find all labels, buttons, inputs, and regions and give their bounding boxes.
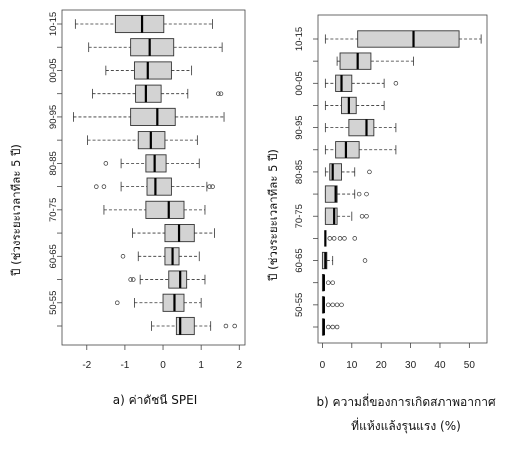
y-category-label: 50-55 [294, 293, 305, 317]
y-category-label: 80-85 [294, 160, 305, 184]
box-outlier [364, 191, 369, 197]
box-iqr [168, 270, 188, 289]
box-iqr [324, 185, 338, 203]
x-tick-label: -2 [82, 360, 91, 371]
panel-a-spei-boxplot: -2 -1 0 1 2 10-15 00-05 90-95 80-85 70-75 60-65 50-… [48, 9, 246, 371]
box-outlier [339, 302, 344, 308]
box-outlier [342, 236, 347, 241]
box-outlier [207, 184, 212, 189]
panel-b-caption-line1: b) ความถี่ของการเกิดสภาพอากาศ [316, 393, 496, 409]
plot-frame [61, 9, 246, 346]
y-category-label: 00-05 [294, 71, 305, 95]
box-outlier [115, 300, 120, 306]
box-outlier [367, 169, 372, 175]
box-outlier [334, 302, 340, 308]
box-iqr [130, 38, 175, 57]
box-iqr [339, 52, 372, 70]
box-iqr [329, 163, 342, 181]
box-outlier [356, 191, 362, 197]
x-tick-label: 0 [320, 360, 326, 371]
box-outlier [327, 236, 333, 241]
box-iqr [130, 107, 176, 126]
box-iqr [114, 14, 165, 34]
y-category-label: 70-75 [48, 198, 59, 222]
box-iqr [335, 74, 353, 92]
x-tick-label: -1 [120, 360, 129, 371]
box-outlier [364, 213, 369, 219]
box-outlier [330, 280, 335, 285]
y-category-label: 10-15 [48, 12, 59, 36]
box-iqr [146, 177, 172, 196]
box-outlier [330, 324, 335, 330]
y-category-label: 80-85 [48, 151, 59, 175]
box-outlier [362, 258, 368, 263]
box-outlier [326, 302, 331, 308]
x-tick-label: 1 [198, 360, 204, 371]
box-outlier [337, 236, 343, 241]
box-outlier [94, 184, 99, 189]
box-iqr [175, 316, 195, 336]
box-outlier [232, 323, 237, 329]
panel-b-y-axis-title: ปี (ช่วงระยะเวลาทีละ 5 ปี) [266, 149, 280, 282]
x-tick-label: 20 [376, 360, 388, 371]
panel-a-caption: a) ค่าดัชนี SPEI [113, 393, 198, 407]
box-iqr [348, 118, 375, 137]
box-iqr [145, 154, 167, 173]
box-outlier [326, 324, 331, 330]
x-tick-label: 50 [464, 360, 476, 371]
box-outlier [334, 324, 340, 330]
box-iqr [135, 84, 162, 103]
box-outlier [216, 91, 221, 96]
box-iqr [335, 141, 360, 159]
box-outlier [101, 184, 107, 189]
box-iqr [133, 61, 172, 80]
y-category-label: 60-65 [48, 244, 59, 268]
box-outlier [352, 236, 357, 241]
box-outlier [331, 236, 337, 241]
box-outlier [131, 277, 136, 282]
panel-b-drought-frequency-boxplot: 0 10 20 30 40 50 10-15 00-05 90-95 80-85 70-75 60-6… [294, 14, 488, 371]
x-tick-label: 30 [405, 360, 417, 371]
x-tick-label: 10 [346, 360, 358, 371]
panel-b-caption-line2: ที่แห้งแล้งรุนแรง (%) [351, 417, 461, 434]
x-tick-label: 40 [434, 360, 446, 371]
box-outlier [218, 91, 224, 96]
y-category-label: 50-55 [48, 291, 59, 315]
box-outlier [210, 184, 215, 189]
y-category-label: 90-95 [48, 105, 59, 129]
y-category-label: 60-65 [294, 248, 305, 272]
y-category-label: 70-75 [294, 204, 305, 228]
box-iqr [145, 200, 185, 219]
box-outlier [223, 323, 229, 329]
box-outlier [128, 277, 133, 282]
y-category-label: 10-15 [294, 27, 305, 51]
plot-frame [317, 14, 488, 344]
box-outlier [330, 302, 335, 308]
box-outlier [103, 161, 109, 166]
x-tick-label: 2 [237, 360, 243, 371]
box-iqr [357, 30, 460, 48]
box-outlier [359, 213, 365, 219]
x-tick-label: 0 [160, 360, 166, 371]
panel-a-y-axis-title: ปี (ช่วงระยะเวลาทีละ 5 ปี) [9, 144, 23, 277]
box-outlier [393, 81, 399, 86]
box-iqr [324, 207, 338, 225]
y-category-label: 90-95 [294, 115, 305, 139]
y-category-label: 00-05 [48, 58, 59, 82]
box-outlier [326, 280, 331, 285]
box-outlier [120, 254, 126, 259]
